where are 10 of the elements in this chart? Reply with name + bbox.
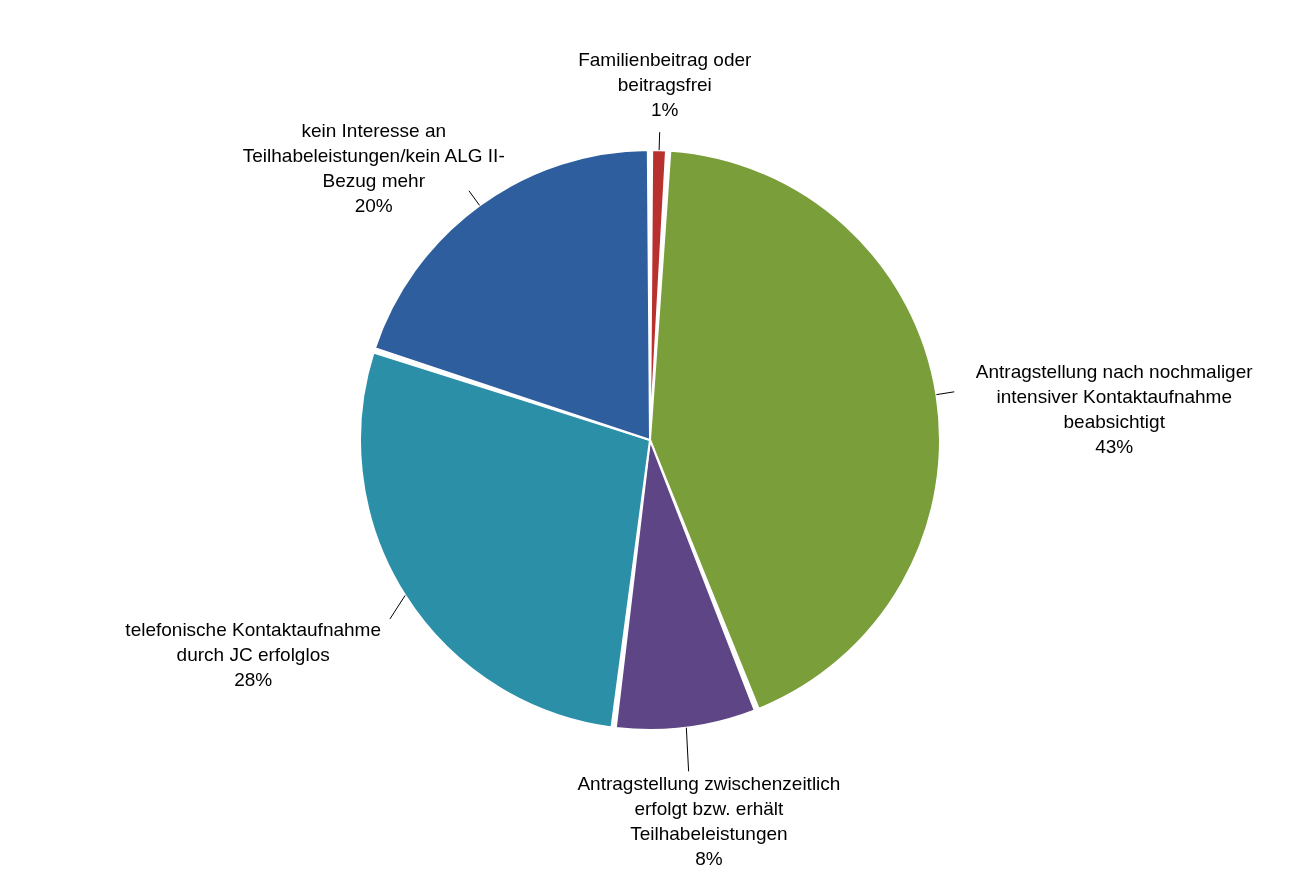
slice-label: Antragstellung zwischenzeitlich erfolgt bzw. erhält Teilhabeleistungen [577,773,841,845]
slice-label: telefonische Kontaktaufnahme durch JC erfolglos [125,619,381,666]
slice-label: kein Interesse an Teilhabeleistungen/kein ALG II-Bezug mehr [242,119,505,191]
data-label: 1% [651,99,679,121]
slice-label: Familienbeitrag oder beitragsfrei [578,49,753,96]
data-label: 28% [234,669,273,691]
slice-label: Antragstellung nach nochmaliger intensiver Kontaktaufnahme beabsichtigt [975,361,1254,433]
data-label: 8% [695,848,723,870]
data-label: 43% [1095,436,1134,458]
data-label: 20% [354,194,393,216]
